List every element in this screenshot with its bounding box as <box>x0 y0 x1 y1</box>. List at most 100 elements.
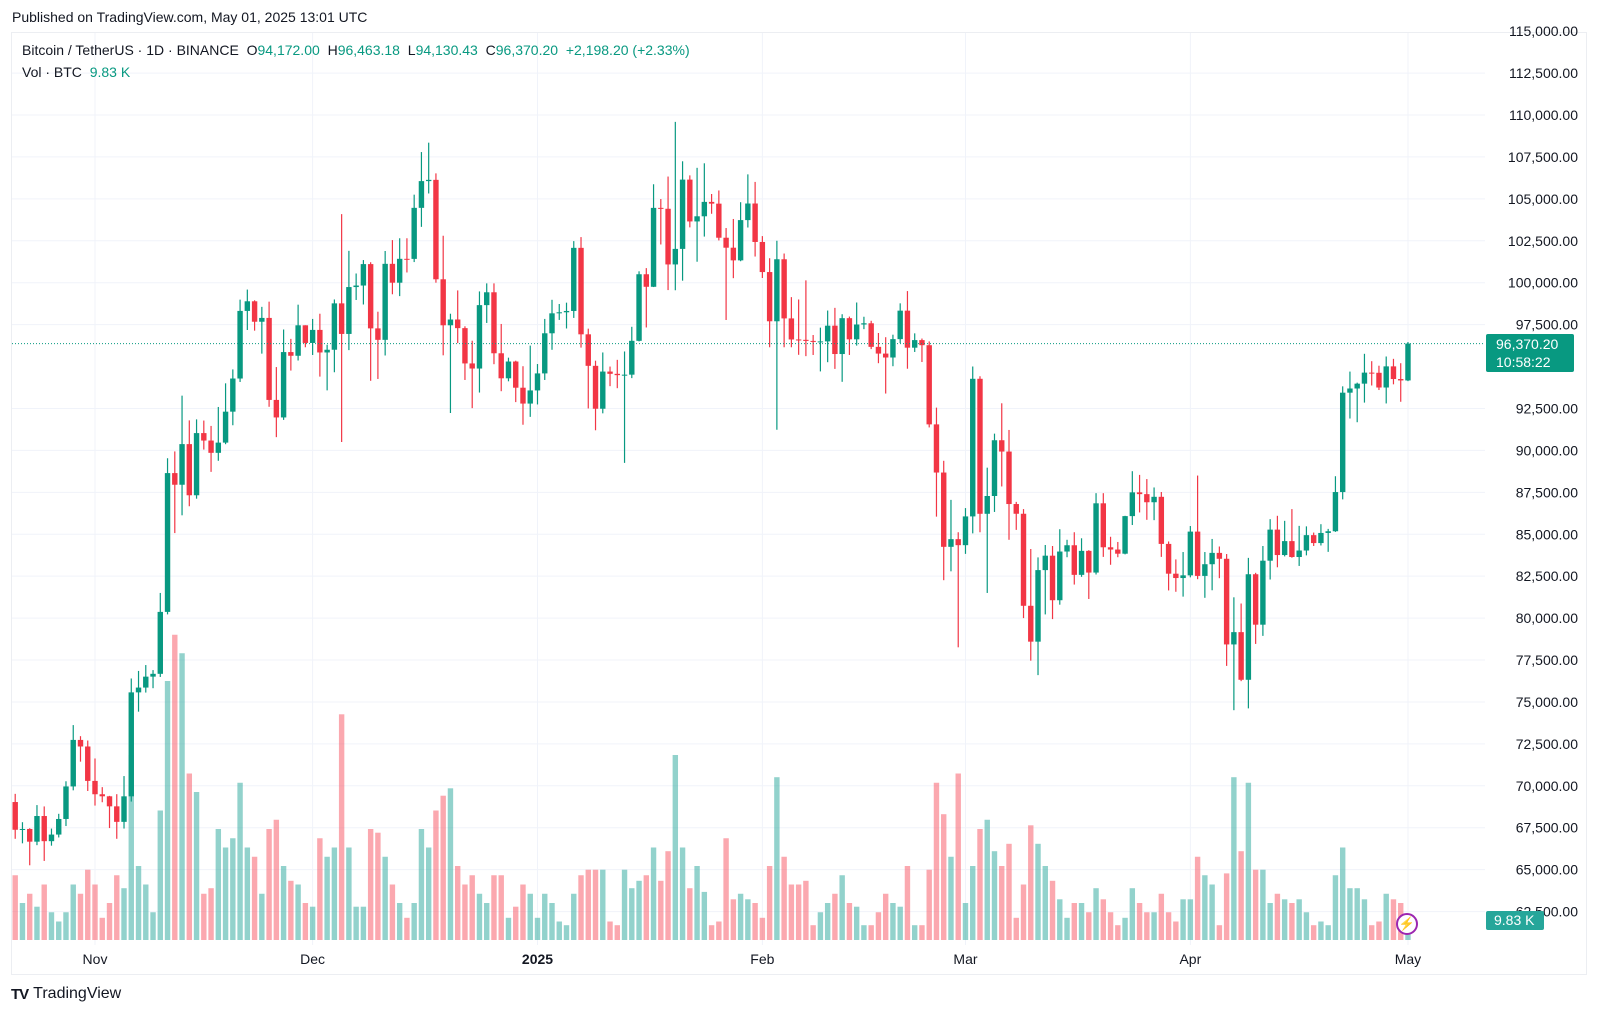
volume-bar <box>484 903 490 940</box>
price-tick-label: 82,500.00 <box>1516 568 1578 584</box>
volume-bar <box>1231 777 1237 940</box>
volume-bar <box>636 880 642 940</box>
volume-bar <box>157 810 163 940</box>
candle-body <box>251 301 258 322</box>
lightning-alert-icon[interactable]: ⚡ <box>1396 913 1418 935</box>
candle-body <box>1006 451 1012 505</box>
volume-bar <box>832 893 838 940</box>
volume-bar <box>56 921 62 940</box>
candle-body <box>208 440 214 453</box>
candle-body <box>455 319 461 329</box>
volume-bar <box>505 917 512 940</box>
candle-body <box>433 179 439 280</box>
candle-body <box>19 828 26 830</box>
volume-bar <box>904 866 911 940</box>
high-label: H <box>327 42 338 58</box>
candle-body <box>1339 392 1346 493</box>
candle-body <box>1260 560 1266 625</box>
price-tick-label: 72,500.00 <box>1516 736 1578 752</box>
candle-body <box>549 313 555 334</box>
volume-bar <box>970 866 976 940</box>
candle-body <box>629 340 635 375</box>
price-tick-label: 115,000.00 <box>1509 23 1578 39</box>
volume-bar <box>1202 875 1208 940</box>
volume-bar <box>1216 925 1223 940</box>
candle-body <box>1136 492 1143 495</box>
candle-body <box>498 353 504 379</box>
candle-body <box>556 312 562 314</box>
candle-body <box>970 378 976 517</box>
volume-bar <box>882 893 889 940</box>
candle-body <box>1115 549 1121 554</box>
volume-bar <box>1354 888 1360 940</box>
candle-body <box>527 390 533 404</box>
price-axis: 115,000.00 112,500.00 110,000.00 107,500.00… <box>1508 23 1578 919</box>
candle-body <box>614 373 620 376</box>
candle-body <box>404 258 410 260</box>
candle-body <box>164 473 171 612</box>
volume-bar <box>745 899 751 940</box>
low-label: L <box>407 42 416 58</box>
volume-bar <box>1194 856 1201 940</box>
candle-body <box>70 739 76 787</box>
candle-body <box>12 802 18 830</box>
brand-name: TradingView <box>33 985 122 1002</box>
candle-body <box>578 247 584 335</box>
candle-body <box>1354 383 1360 389</box>
candle-body <box>788 318 795 340</box>
volume-bar <box>1332 875 1339 940</box>
volume-bar <box>687 888 693 940</box>
volume-bar <box>571 893 577 940</box>
volume-bar <box>1006 843 1012 940</box>
volume-bar <box>824 903 831 940</box>
volume-bar <box>179 653 185 940</box>
volume-bar <box>991 851 998 940</box>
volume-bar <box>1187 899 1194 940</box>
candle-body <box>1310 535 1317 544</box>
candle-body <box>759 241 766 273</box>
candle-body <box>672 248 679 265</box>
candle-body <box>484 292 490 306</box>
volume-bar <box>926 869 932 940</box>
candle-body <box>201 433 207 441</box>
volume-bar <box>788 884 795 940</box>
candle-body <box>795 339 802 341</box>
candle-body <box>1216 552 1223 559</box>
candle-body <box>781 259 787 319</box>
volume-label: Vol · BTC <box>22 64 82 80</box>
volume-bar <box>614 925 620 940</box>
volume-bar <box>1122 917 1128 940</box>
candle-body <box>774 259 780 322</box>
volume-bar <box>251 856 258 940</box>
price-tick-label: 105,000.00 <box>1508 191 1578 207</box>
volume-bar <box>1144 912 1150 940</box>
tradingview-brand[interactable]: TV TradingView <box>11 985 121 1003</box>
volume-legend[interactable]: Vol · BTC 9.83 K <box>22 64 130 80</box>
candle-body <box>114 806 120 822</box>
volume-bar <box>643 875 650 940</box>
candle-body <box>1049 555 1056 601</box>
volume-bar <box>1390 899 1397 940</box>
symbol-legend[interactable]: Bitcoin / TetherUS · 1D · BINANCE O94,17… <box>22 42 690 58</box>
close-value: 96,370.20 <box>495 42 559 58</box>
candle-body <box>259 317 265 322</box>
volume-bar <box>469 875 475 940</box>
volume-bar <box>846 903 853 940</box>
candle-body <box>999 440 1005 452</box>
bar-countdown: 10:58:22 <box>1496 354 1551 370</box>
candle-body <box>1231 632 1237 645</box>
volume-bar <box>795 884 802 940</box>
volume-bar <box>346 847 352 940</box>
candle-body <box>984 495 990 514</box>
volume-bar <box>1238 851 1244 940</box>
candle-body <box>962 516 969 546</box>
volume-bar <box>853 906 860 940</box>
volume-bar <box>658 880 664 940</box>
volume-bar <box>476 893 483 940</box>
candle-body <box>766 272 773 322</box>
candle-body <box>230 378 236 412</box>
candle-body <box>1187 531 1194 576</box>
candle-body <box>469 363 475 369</box>
candle-body <box>1332 492 1339 532</box>
